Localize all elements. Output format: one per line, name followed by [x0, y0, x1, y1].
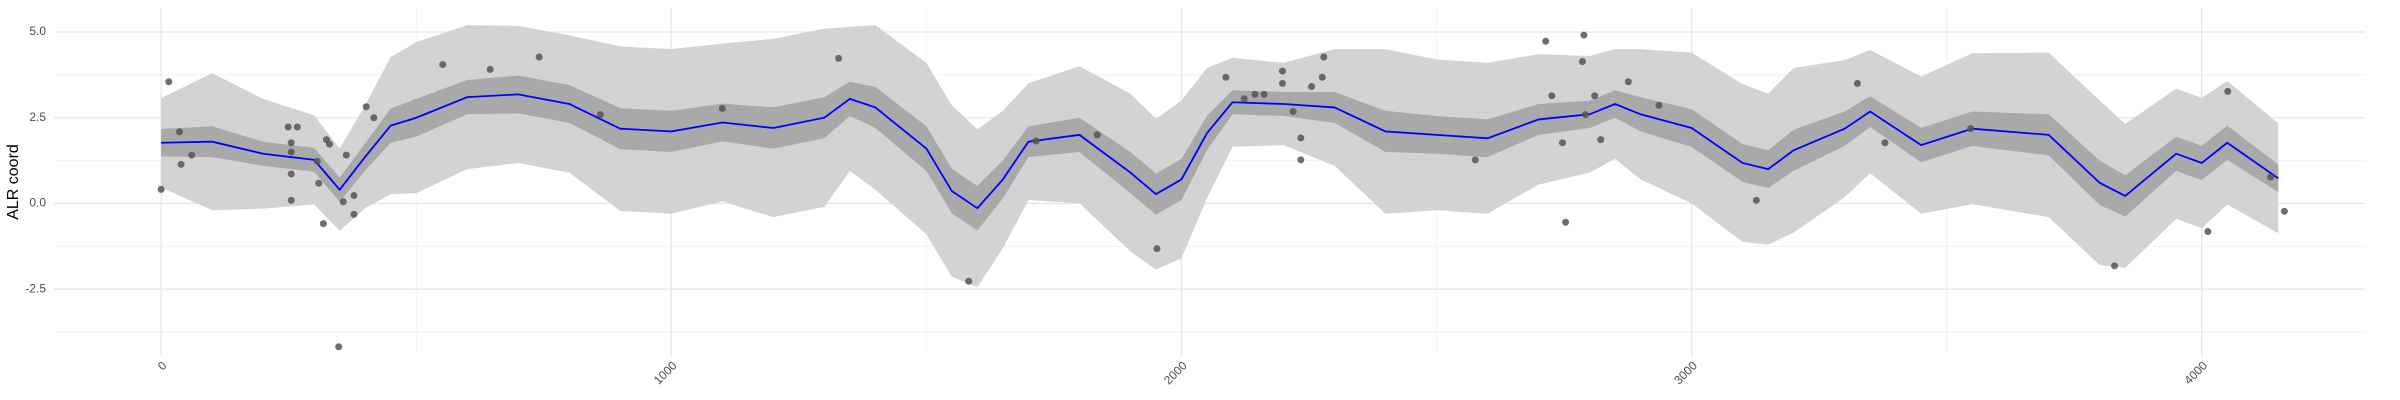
data-point: [287, 148, 295, 156]
data-point: [1093, 131, 1101, 139]
data-point: [1153, 245, 1161, 253]
data-point: [1559, 139, 1567, 147]
data-point: [486, 65, 494, 73]
data-point: [2280, 207, 2288, 215]
data-point: [1548, 92, 1556, 100]
data-point: [1562, 218, 1570, 226]
data-point: [1318, 73, 1326, 81]
data-point: [1278, 79, 1286, 87]
data-point: [1260, 90, 1268, 98]
interval-band: [161, 25, 2279, 288]
data-point: [1251, 90, 1259, 98]
data-point: [1032, 137, 1040, 145]
data-point: [439, 61, 447, 69]
data-point: [284, 123, 292, 131]
data-point: [1881, 139, 1889, 147]
y-tick-label: 2.5: [29, 110, 46, 124]
data-point: [1580, 31, 1588, 39]
data-point: [596, 111, 604, 119]
data-point: [188, 151, 196, 159]
x-tick-label: 4000: [2181, 358, 2210, 387]
interval-band: [161, 75, 2279, 231]
data-point: [350, 192, 358, 200]
data-point: [339, 198, 347, 206]
data-point: [1278, 67, 1286, 75]
x-tick-label: 2000: [1161, 358, 1190, 387]
data-point: [175, 128, 183, 136]
y-tick-label: 0.0: [29, 196, 46, 210]
y-tick-label: 5.0: [29, 24, 46, 38]
data-point: [165, 78, 173, 86]
data-point: [287, 196, 295, 204]
data-point: [1222, 73, 1230, 81]
data-point: [1297, 156, 1305, 164]
data-point: [319, 220, 327, 228]
data-point: [718, 104, 726, 112]
data-point: [965, 277, 973, 285]
data-point: [1308, 83, 1316, 91]
data-point: [1752, 196, 1760, 204]
data-point: [1578, 57, 1586, 65]
data-point: [342, 151, 350, 159]
y-axis-label: ALR coord: [5, 144, 22, 220]
data-point: [325, 140, 333, 148]
data-point: [535, 53, 543, 61]
data-point: [1597, 136, 1605, 144]
data-point: [362, 103, 370, 111]
data-point: [157, 185, 165, 193]
data-point: [1591, 92, 1599, 100]
data-point: [350, 210, 358, 218]
data-point: [293, 123, 301, 131]
x-tick-label: 1000: [651, 358, 680, 387]
data-point: [313, 157, 321, 165]
data-point: [1542, 37, 1550, 45]
data-point: [1581, 111, 1589, 119]
data-point: [1655, 101, 1663, 109]
mean-line: [161, 93, 2279, 210]
data-point: [335, 343, 343, 351]
data-point: [1289, 108, 1297, 116]
data-point: [1297, 134, 1305, 142]
data-point: [1967, 125, 1975, 133]
y-tick-label: -2.5: [25, 281, 46, 295]
data-point: [287, 139, 295, 147]
data-point: [287, 170, 295, 178]
data-point: [1240, 95, 1248, 103]
data-point: [1624, 78, 1632, 86]
data-point: [2224, 87, 2232, 95]
data-point: [370, 114, 378, 122]
x-tick-label: 0: [155, 358, 170, 373]
data-point: [177, 160, 185, 168]
data-point: [1471, 156, 1479, 164]
data-point: [835, 54, 843, 62]
data-point: [315, 179, 323, 187]
data-point: [2204, 228, 2212, 236]
data-point: [1320, 53, 1328, 61]
data-point: [1853, 79, 1861, 87]
x-tick-label: 3000: [1671, 358, 1700, 387]
data-point: [2111, 262, 2119, 270]
data-point: [2267, 173, 2275, 181]
